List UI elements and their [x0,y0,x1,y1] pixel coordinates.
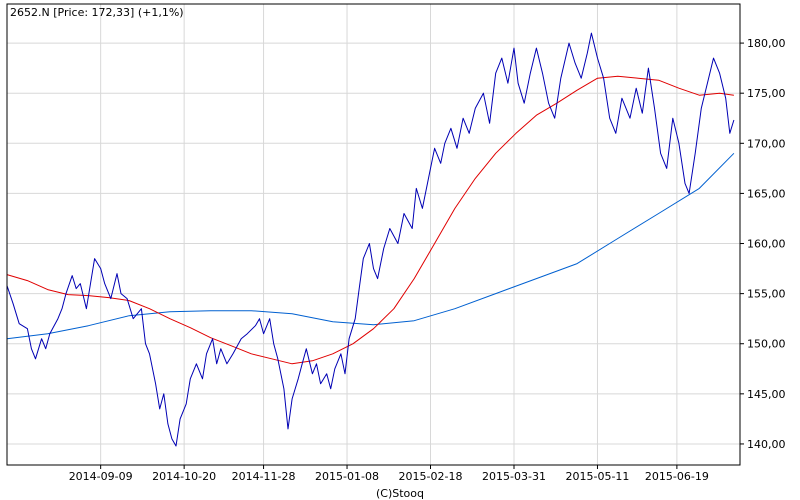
x-tick-label-4: 2015-02-18 [399,470,463,483]
y-tick-label-5: 165,00 [747,187,786,200]
y-tick-label-3: 155,00 [747,288,786,301]
y-tick-label-1: 145,00 [747,388,786,401]
y-tick-label-4: 160,00 [747,238,786,251]
series-line-0 [6,32,735,447]
x-tick-label-1: 2014-10-20 [152,470,216,483]
series-line-1 [6,75,734,365]
series-line-2 [6,152,735,340]
chart-title: 2652.N [Price: 172,33] (+1,1%) [10,6,184,19]
grid [7,4,740,465]
chart-credit: (C)Stooq [376,487,424,500]
y-axis: 140,00 145,00 150,00 155,00 160,00 165,00 170,… [740,37,786,451]
x-tick-label-2: 2014-11-28 [232,470,296,483]
x-tick-label-6: 2015-05-11 [566,470,630,483]
y-tick-label-7: 175,00 [747,87,786,100]
x-tick-label-0: 2014-09-09 [69,470,133,483]
y-tick-label-2: 150,00 [747,338,786,351]
plot-frame [6,3,741,466]
x-tick-label-3: 2015-01-08 [315,470,379,483]
y-tick-label-8: 180,00 [747,37,786,50]
x-axis: 2014-09-09 2014-10-20 2014-11-28 2015-01-08… [69,465,709,483]
y-tick-label-0: 140,00 [747,438,786,451]
y-tick-label-6: 170,00 [747,137,786,150]
series-layer [6,32,735,447]
x-tick-label-5: 2015-03-31 [482,470,546,483]
x-tick-label-7: 2015-06-19 [645,470,709,483]
